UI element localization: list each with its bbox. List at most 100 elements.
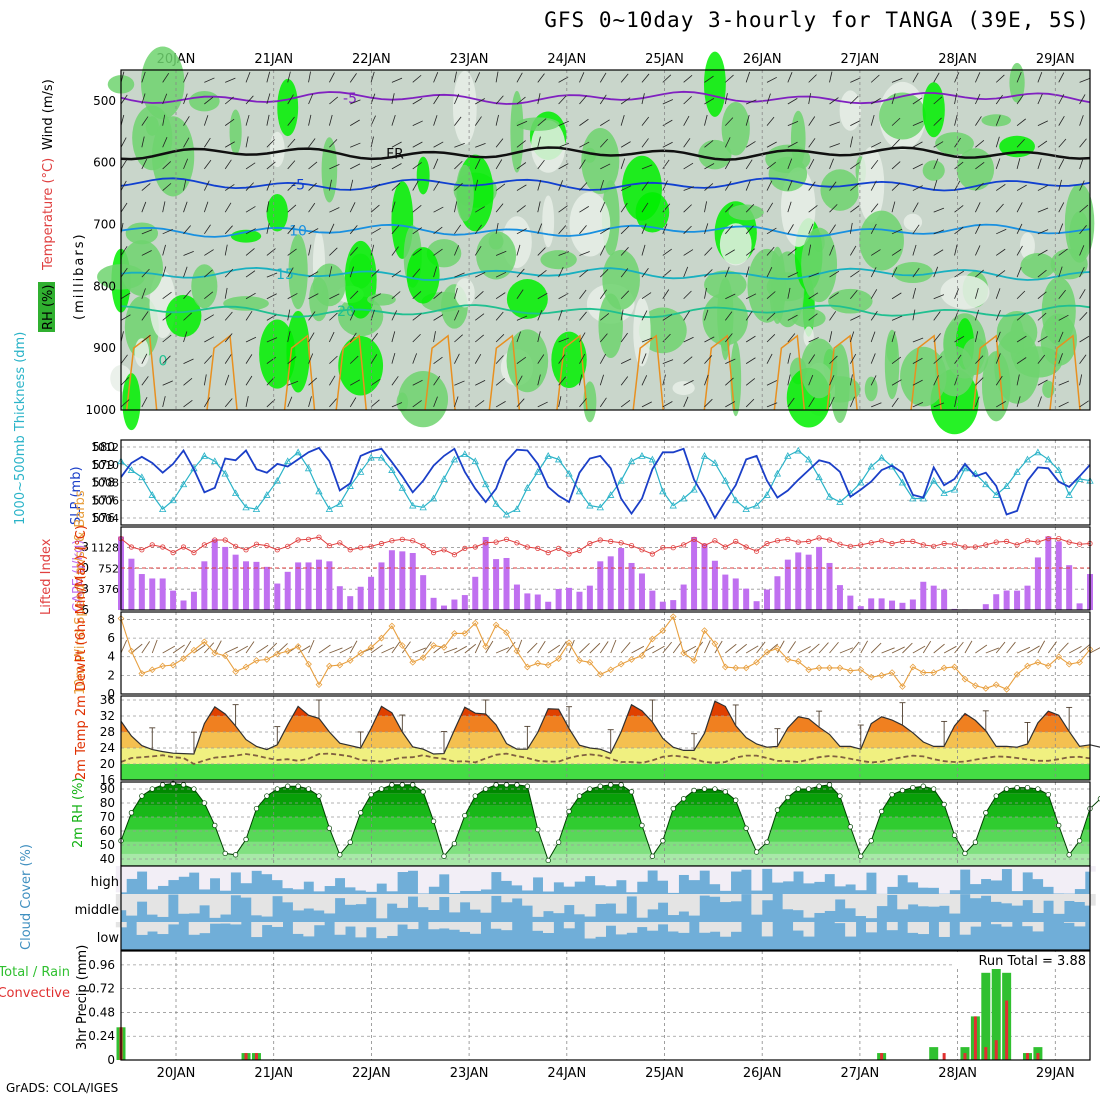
wind-barb (120, 159, 128, 170)
cloud-clear-cell (178, 866, 190, 877)
cloud-clear-cell (417, 894, 429, 908)
thickness-point (648, 455, 657, 463)
wind-barb (996, 228, 1007, 235)
rh-point (347, 839, 353, 845)
rh-patch (259, 319, 296, 389)
wind-point (482, 643, 490, 650)
cape-bar (315, 559, 322, 610)
wind-barb (704, 374, 709, 386)
rh-point (524, 783, 531, 789)
wind-barb (1037, 140, 1048, 148)
rh-legend-swatch (38, 282, 55, 332)
cape-bar (774, 576, 781, 610)
wind-barb (287, 267, 294, 278)
cape-bar (305, 562, 312, 610)
cloud-clear-cell (147, 866, 158, 890)
cape-bar (920, 581, 927, 610)
cape-bar (1076, 603, 1083, 610)
precip-conv-bar (1025, 1053, 1029, 1060)
li-point (368, 543, 374, 549)
wind-barb (183, 201, 188, 213)
wind-barb (474, 116, 482, 126)
wind-point (1024, 662, 1031, 670)
cape-bar (326, 561, 333, 610)
wind-barb (495, 138, 504, 148)
wind-barb (725, 333, 733, 343)
thickness-point (857, 478, 865, 486)
li-point (274, 547, 280, 553)
li-point (681, 542, 687, 548)
wind-point (628, 656, 635, 663)
cape-bar (889, 600, 896, 610)
wind-barb (933, 375, 939, 386)
wind-barb (329, 312, 338, 321)
rh-tick: 40 (100, 852, 115, 866)
rh-patch (828, 288, 873, 314)
cloud-clear-cell (313, 922, 325, 926)
wind-barb (204, 249, 214, 256)
wind-barb (308, 311, 316, 321)
rh-point (566, 808, 572, 815)
cloud-clear-cell (970, 922, 982, 927)
temp-tick: 36 (100, 693, 115, 707)
wind-barb (547, 644, 561, 654)
wind-barb (829, 292, 839, 300)
wind-barb (829, 396, 835, 408)
isotherm-label: 15 (276, 267, 294, 283)
cloud-clear-cell (272, 894, 283, 897)
wind-point (878, 671, 885, 679)
rh-point (441, 853, 447, 859)
wind-barb (704, 287, 707, 299)
wind-barb (798, 646, 811, 654)
thickness-point (471, 457, 479, 465)
wind-barb (433, 180, 440, 191)
li-point (326, 542, 332, 549)
wind-barb (912, 97, 923, 105)
wind-barb (829, 121, 840, 127)
wind-barb (474, 640, 482, 654)
cloud-clear-cell (845, 866, 857, 885)
wind-barb (183, 312, 192, 321)
thickness-point (961, 464, 969, 472)
wind-barb (183, 266, 188, 278)
rh-point (660, 838, 666, 844)
wind-barb (1079, 335, 1090, 343)
wind-barb (975, 269, 984, 278)
li-point (535, 545, 541, 552)
wind-barb (787, 141, 798, 148)
cape-tick: 1128 (91, 542, 119, 555)
wind-barb (870, 159, 879, 170)
orange-contour (206, 334, 238, 411)
orange-contour (910, 334, 942, 411)
wind-barb (891, 315, 903, 321)
wind-barb (1016, 118, 1026, 126)
cloud-clear-cell (157, 894, 169, 917)
rh-patch (269, 131, 285, 168)
wind-barb (975, 202, 981, 213)
cloud-clear-cell (261, 922, 273, 926)
li-point (879, 538, 885, 544)
thickness-point (836, 498, 844, 505)
wind-barb (516, 398, 525, 408)
wind-barb (224, 333, 233, 343)
wind-barb (1079, 643, 1091, 654)
wind-barb (475, 98, 486, 105)
wind-barb (954, 114, 958, 126)
wind-barb (579, 225, 587, 235)
cape-bar (263, 566, 270, 610)
cloud-clear-cell (938, 922, 950, 937)
wind-barb (850, 162, 860, 170)
cape-border (120, 526, 1091, 611)
rh-patch (859, 210, 904, 271)
wind-barb (641, 138, 649, 148)
temp-band (121, 764, 1090, 780)
wind-barb (308, 138, 316, 148)
cloud-clear-cell (615, 866, 627, 881)
wind-barb (120, 640, 128, 654)
rh-band (121, 805, 1090, 818)
wind-barb (412, 647, 426, 654)
wind-barb (870, 114, 875, 126)
wind-barb (266, 71, 271, 83)
rh-point (701, 786, 708, 792)
rh-point (910, 784, 916, 791)
